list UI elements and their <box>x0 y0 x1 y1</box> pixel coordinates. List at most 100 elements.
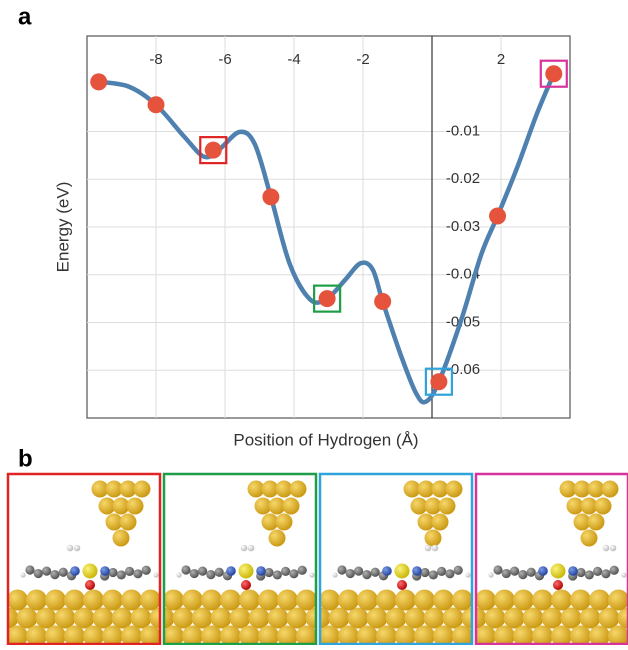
atom <box>120 514 137 531</box>
atom <box>220 626 241 646</box>
atom <box>241 545 248 552</box>
atom <box>125 567 134 576</box>
structure <box>447 481 628 646</box>
atom <box>551 626 572 646</box>
atom <box>281 567 290 576</box>
atom <box>475 590 496 611</box>
atom <box>532 626 553 646</box>
atom <box>93 608 114 629</box>
atom <box>131 608 152 629</box>
atom <box>595 498 612 515</box>
atom <box>7 626 28 646</box>
atom <box>527 568 536 577</box>
atom <box>454 566 463 575</box>
structure <box>0 481 180 646</box>
atom <box>433 590 454 611</box>
atom <box>561 608 582 629</box>
atom <box>26 590 47 611</box>
x-tick-label: 2 <box>497 51 505 68</box>
atom <box>239 564 254 579</box>
panel-label: b <box>18 445 33 472</box>
atom <box>17 608 38 629</box>
atom <box>425 545 432 552</box>
atom <box>420 568 429 577</box>
atom <box>395 626 416 646</box>
atom <box>585 570 594 579</box>
atom <box>277 626 298 646</box>
atom <box>357 590 378 611</box>
data-point <box>262 188 279 205</box>
atom <box>121 626 142 646</box>
atom <box>134 481 151 498</box>
atom <box>296 626 317 646</box>
atom <box>332 572 337 577</box>
atom <box>599 608 620 629</box>
x-tick-label: -4 <box>287 51 300 68</box>
atom <box>542 608 563 629</box>
data-point <box>430 373 447 390</box>
atom <box>608 590 628 611</box>
atom <box>553 580 563 590</box>
atom <box>241 580 251 590</box>
atom <box>290 481 307 498</box>
atom <box>296 590 317 611</box>
atom <box>376 626 397 646</box>
atom <box>121 590 142 611</box>
atom <box>445 569 454 578</box>
atom <box>475 626 496 646</box>
y-tick-label: -0.02 <box>446 170 480 187</box>
atom <box>70 566 80 576</box>
atom <box>581 530 598 547</box>
atom <box>83 590 104 611</box>
atom <box>551 564 566 579</box>
atom <box>102 590 123 611</box>
atom <box>83 626 104 646</box>
atom <box>382 566 392 576</box>
atom <box>7 590 28 611</box>
atom <box>371 568 380 577</box>
atom <box>329 608 350 629</box>
atom <box>437 567 446 576</box>
structure-panel <box>135 474 337 645</box>
atom <box>568 566 578 576</box>
atom <box>67 545 74 552</box>
atom <box>532 590 553 611</box>
atom <box>112 608 133 629</box>
atom <box>589 626 610 646</box>
atom <box>357 626 378 646</box>
atom <box>182 626 203 646</box>
x-tick-label: -6 <box>218 51 231 68</box>
atom <box>523 608 544 629</box>
atom <box>64 626 85 646</box>
atom <box>102 626 123 646</box>
atom <box>309 572 314 577</box>
atom <box>287 608 308 629</box>
data-point <box>148 96 165 113</box>
atom <box>610 545 617 552</box>
atom <box>580 608 601 629</box>
atom <box>142 566 151 575</box>
atom <box>298 566 307 575</box>
atom <box>493 565 502 574</box>
atom <box>45 626 66 646</box>
atom <box>181 565 190 574</box>
atom <box>362 570 371 579</box>
atom <box>230 608 251 629</box>
atom <box>538 566 548 576</box>
atom <box>502 569 511 578</box>
y-tick-label: -0.03 <box>446 218 480 235</box>
atom <box>618 608 628 629</box>
atom <box>338 626 359 646</box>
atom <box>376 590 397 611</box>
atom <box>510 567 519 576</box>
atom <box>485 608 506 629</box>
atom <box>621 572 626 577</box>
x-tick-label: -2 <box>356 51 369 68</box>
structure-panel <box>291 474 493 645</box>
atom <box>319 626 340 646</box>
atom <box>273 570 282 579</box>
atom <box>488 572 493 577</box>
atom <box>133 569 142 578</box>
atom <box>414 590 435 611</box>
